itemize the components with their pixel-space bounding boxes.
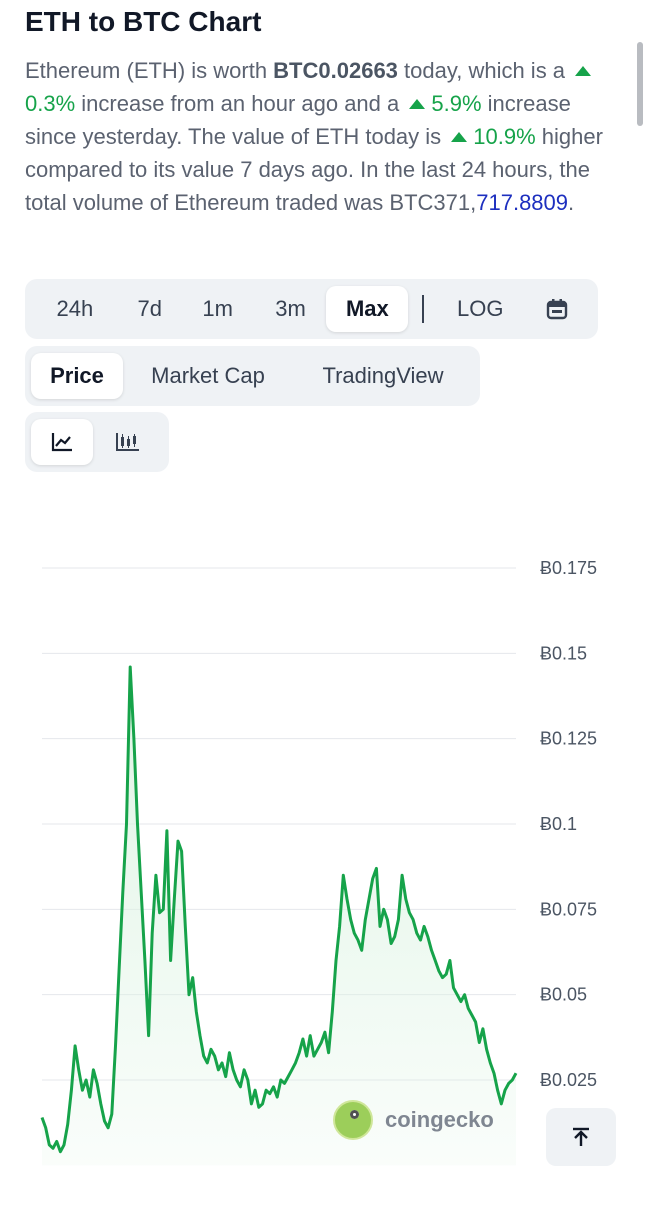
summary-text-3: increase from an hour ago and a [75, 91, 406, 116]
tab-24h[interactable]: 24h [56, 296, 94, 321]
calendar-button[interactable] [522, 286, 592, 332]
tab-market-cap[interactable]: Market Cap [151, 363, 265, 388]
caret-up-icon [575, 65, 592, 76]
y-tick-label: Ƀ0.075 [540, 899, 597, 919]
arrow-up-icon [573, 1127, 589, 1146]
volume-prefix: BTC371, [389, 190, 477, 215]
log-toggle[interactable]: LOG [456, 296, 504, 321]
tab-separator [422, 295, 425, 323]
coingecko-watermark: coingecko [333, 1100, 494, 1140]
y-tick-label: Ƀ0.1 [540, 814, 577, 834]
price-chart[interactable]: Ƀ0.175 Ƀ0.15 Ƀ0.125 Ƀ0.1 Ƀ0.075 Ƀ0.05 Ƀ0.025 [0, 520, 649, 1200]
summary-text-1: Ethereum (ETH) is worth [25, 58, 274, 83]
tab-7d[interactable]: 7d [137, 296, 163, 321]
line-chart-icon [51, 433, 72, 452]
hour-change: 0.3% [25, 58, 597, 116]
tab-3m[interactable]: 3m [275, 296, 306, 321]
summary-text-2: today, which is a [397, 58, 572, 83]
candlestick-button[interactable] [93, 419, 163, 465]
price-summary: Ethereum (ETH) is worth BTC0.02663 today… [25, 54, 625, 219]
chart-style-tabs [25, 412, 169, 472]
scroll-to-top-button[interactable] [546, 1108, 616, 1166]
tab-price[interactable]: Price [31, 353, 123, 399]
price-line [40, 665, 518, 1154]
caret-up-icon [451, 131, 468, 142]
summary-text-5: higher compared to its value 7 days ago.… [25, 124, 603, 215]
summary-text-6: . [568, 190, 575, 215]
price-chart-svg[interactable]: Ƀ0.175 Ƀ0.15 Ƀ0.125 Ƀ0.1 Ƀ0.075 Ƀ0.05 Ƀ0.025 [0, 520, 649, 1200]
volume-link[interactable]: 717.8809 [476, 190, 569, 215]
current-price: BTC0.02663 [273, 58, 398, 83]
y-tick-label: Ƀ0.05 [540, 985, 587, 1005]
tab-max[interactable]: Max [326, 286, 409, 332]
week-change: 10.9% [447, 124, 536, 149]
y-tick-label: Ƀ0.125 [540, 729, 597, 749]
candlestick-icon [116, 433, 139, 451]
calendar-icon [546, 299, 568, 320]
price-area-fill [42, 667, 516, 1166]
line-chart-button[interactable] [31, 419, 93, 465]
day-change-value: 5.9% [431, 91, 482, 116]
watermark-text: coingecko [385, 1107, 494, 1132]
chart-type-tabs: Price Market Cap TradingView [25, 346, 480, 406]
summary-text-4: increase since yesterday. The value of E… [25, 91, 571, 149]
day-change: 5.9% [405, 91, 482, 116]
y-tick-label: Ƀ0.15 [540, 643, 587, 663]
week-change-value: 10.9% [473, 124, 536, 149]
scrollbar-thumb[interactable] [637, 42, 643, 126]
time-range-tabs: 24h 7d 1m 3m Max LOG [25, 279, 598, 339]
caret-up-icon [409, 98, 426, 109]
tab-tradingview[interactable]: TradingView [322, 363, 444, 388]
hour-change-value: 0.3% [25, 91, 76, 116]
y-tick-label: Ƀ0.175 [540, 558, 597, 578]
page-title: ETH to BTC Chart [25, 6, 262, 37]
y-tick-label: Ƀ0.025 [540, 1070, 597, 1090]
coingecko-logo-icon [333, 1100, 373, 1140]
tab-1m[interactable]: 1m [202, 296, 233, 321]
